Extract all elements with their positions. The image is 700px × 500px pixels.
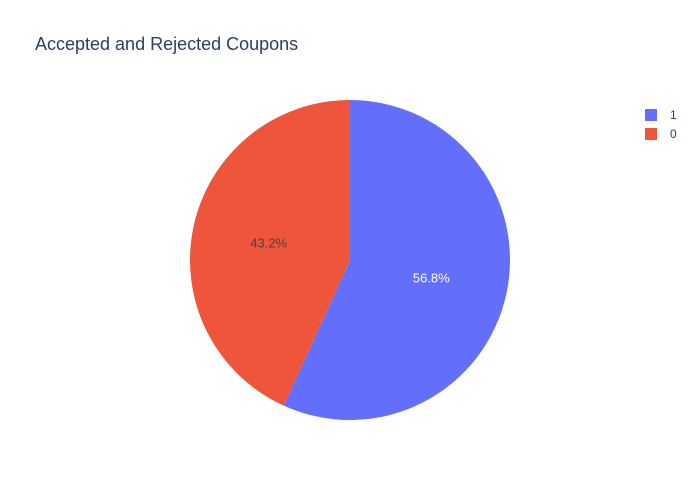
- legend-label-1: 1: [670, 108, 677, 122]
- legend-item-1[interactable]: 1: [645, 108, 677, 122]
- pie-slice-0[interactable]: [190, 100, 350, 406]
- chart-title: Accepted and Rejected Coupons: [35, 34, 298, 54]
- slice-percent-label-1: 56.8%: [413, 271, 450, 286]
- pie-slice-1[interactable]: [283, 100, 510, 420]
- legend-item-0[interactable]: 0: [645, 127, 677, 141]
- pie-labels: 56.8% 43.2%: [250, 235, 450, 285]
- pie-slices: [190, 100, 510, 420]
- legend-swatch-1: [645, 109, 657, 121]
- legend[interactable]: 10: [645, 108, 677, 141]
- legend-swatch-0: [645, 128, 657, 140]
- legend-label-0: 0: [670, 127, 677, 141]
- slice-percent-label-0: 43.2%: [250, 235, 287, 250]
